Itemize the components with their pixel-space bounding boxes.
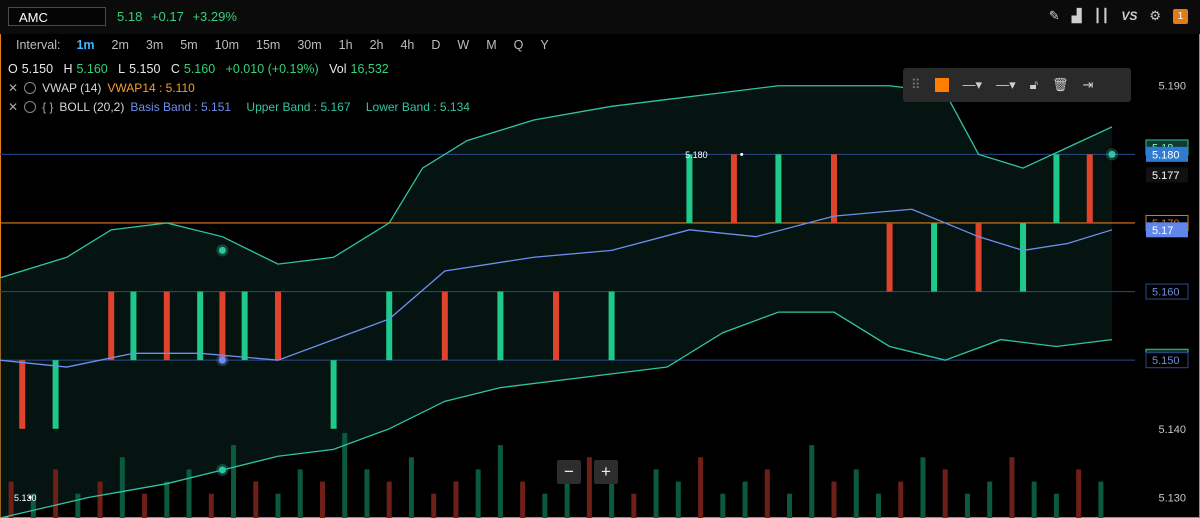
volume-value: 16,532 <box>350 62 389 76</box>
volume-label: Vol <box>329 62 347 76</box>
interval-q[interactable]: Q <box>513 38 524 52</box>
interval-30m[interactable]: 30m <box>297 38 322 52</box>
exit-icon[interactable]: ⇥ <box>1082 77 1094 92</box>
drawing-toolbar: ⠿ —▾ —▾ 🔓︎ 🗑︎ ⇥ <box>903 68 1131 102</box>
open-label: O <box>8 62 18 76</box>
drag-handle-icon[interactable]: ⠿ <box>911 77 921 92</box>
last-price: 5.18 <box>117 9 143 24</box>
interval-1m[interactable]: 1m <box>76 38 95 52</box>
interval-15m[interactable]: 15m <box>256 38 281 52</box>
close-label: C <box>170 62 180 76</box>
interval-d[interactable]: D <box>431 38 441 52</box>
high-label: H <box>63 62 73 76</box>
gear-icon[interactable]: ⚙ <box>1149 8 1161 23</box>
pencil-icon[interactable]: ✎ <box>1048 8 1060 23</box>
zoom-in-button[interactable]: + <box>594 460 618 484</box>
low-value: 5.150 <box>129 62 161 76</box>
open-value: 5.150 <box>21 62 54 76</box>
zoom-out-button[interactable]: − <box>557 460 581 484</box>
color-swatch[interactable] <box>934 78 949 92</box>
interval-w[interactable]: W <box>457 38 470 52</box>
price-change-pct: +3.29% <box>192 9 237 24</box>
ohlc-readout: O 5.150 H 5.160 L 5.150 C 5.160 +0.010 (+0.1… <box>8 62 389 76</box>
boll-name: BOLL (20,2) <box>59 100 125 114</box>
toolbar-icons: ✎ ▟ ┃┃ VS ⚙ 1 <box>1049 8 1188 24</box>
interval-2h[interactable]: 2h <box>369 38 384 52</box>
symbol-input[interactable]: AMC <box>8 7 106 26</box>
bar-change: +0.010 (+0.19%) <box>225 62 319 76</box>
price-change: +0.17 <box>150 9 184 24</box>
trash-icon[interactable]: 🗑︎ <box>1052 77 1069 92</box>
interval-label: Interval: <box>16 38 61 52</box>
interval-5m[interactable]: 5m <box>180 38 198 52</box>
badge-icon[interactable]: 1 <box>1173 8 1188 24</box>
close-value: 5.160 <box>183 62 216 76</box>
line-style-icon[interactable]: —▾ <box>962 77 983 92</box>
close-icon[interactable]: ✕ <box>8 81 19 95</box>
candles-icon[interactable]: ┃┃ <box>1093 8 1110 23</box>
eye-icon[interactable] <box>24 82 37 94</box>
braces-icon[interactable]: { } <box>42 100 54 114</box>
high-value: 5.160 <box>76 62 108 76</box>
quote-summary: 5.18 +0.17 +3.29% <box>117 9 242 24</box>
lower-band-value: Lower Band : 5.134 <box>365 100 470 114</box>
vwap-value: VWAP14 : 5.110 <box>107 81 195 95</box>
interval-3m[interactable]: 3m <box>145 38 164 52</box>
interval-bar: Interval: 1m 2m 3m 5m 10m 15m 30m 1h 2h 4h D W M Q Y <box>16 38 566 52</box>
interval-10m[interactable]: 10m <box>214 38 239 52</box>
interval-y[interactable]: Y <box>540 38 549 52</box>
vs-icon[interactable]: VS <box>1121 9 1138 23</box>
basis-band-value: Basis Band : 5.151 <box>130 100 232 114</box>
boll-legend: ✕ { } BOLL (20,2) Basis Band : 5.151 Upp… <box>8 100 470 114</box>
chart-icon[interactable]: ▟ <box>1071 8 1082 23</box>
low-label: L <box>118 62 126 76</box>
upper-band-value: Upper Band : 5.167 <box>246 100 351 114</box>
interval-2m[interactable]: 2m <box>111 38 129 52</box>
close-icon[interactable]: ✕ <box>8 100 19 114</box>
interval-4h[interactable]: 4h <box>400 38 415 52</box>
vwap-legend: ✕ VWAP (14) VWAP14 : 5.110 <box>8 81 195 95</box>
vwap-name: VWAP (14) <box>42 81 102 95</box>
top-bar: AMC 5.18 +0.17 +3.29% ✎ ▟ ┃┃ VS ⚙ 1 <box>0 0 1200 34</box>
interval-1h[interactable]: 1h <box>338 38 353 52</box>
unlock-icon[interactable]: 🔓︎ <box>1029 77 1039 92</box>
interval-m[interactable]: M <box>486 38 497 52</box>
line-width-icon[interactable]: —▾ <box>996 77 1016 92</box>
eye-icon[interactable] <box>24 101 37 113</box>
